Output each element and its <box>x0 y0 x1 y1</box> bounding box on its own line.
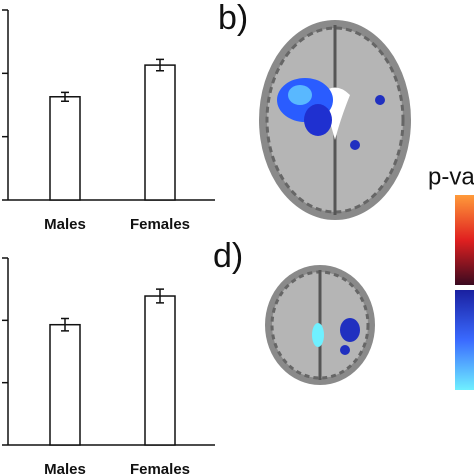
panel-label: d) <box>213 237 243 275</box>
error-bar <box>156 288 164 304</box>
panel-label: b) <box>218 0 248 37</box>
x-tick-label: Females <box>130 461 190 474</box>
colorbar <box>455 290 474 390</box>
brain-image <box>265 265 375 385</box>
bar <box>49 323 81 446</box>
bar <box>49 96 81 201</box>
brain-image <box>259 20 411 220</box>
error-bar <box>61 317 69 332</box>
error-bar <box>156 58 164 72</box>
x-tick-label: Males <box>44 216 86 233</box>
bar <box>144 295 176 446</box>
error-bar <box>61 91 69 102</box>
bar <box>144 64 176 201</box>
x-tick-label: Females <box>130 216 190 233</box>
colorbar <box>455 195 474 285</box>
colorbar-label: p-va <box>428 163 474 190</box>
x-tick-label: Males <box>44 461 86 474</box>
